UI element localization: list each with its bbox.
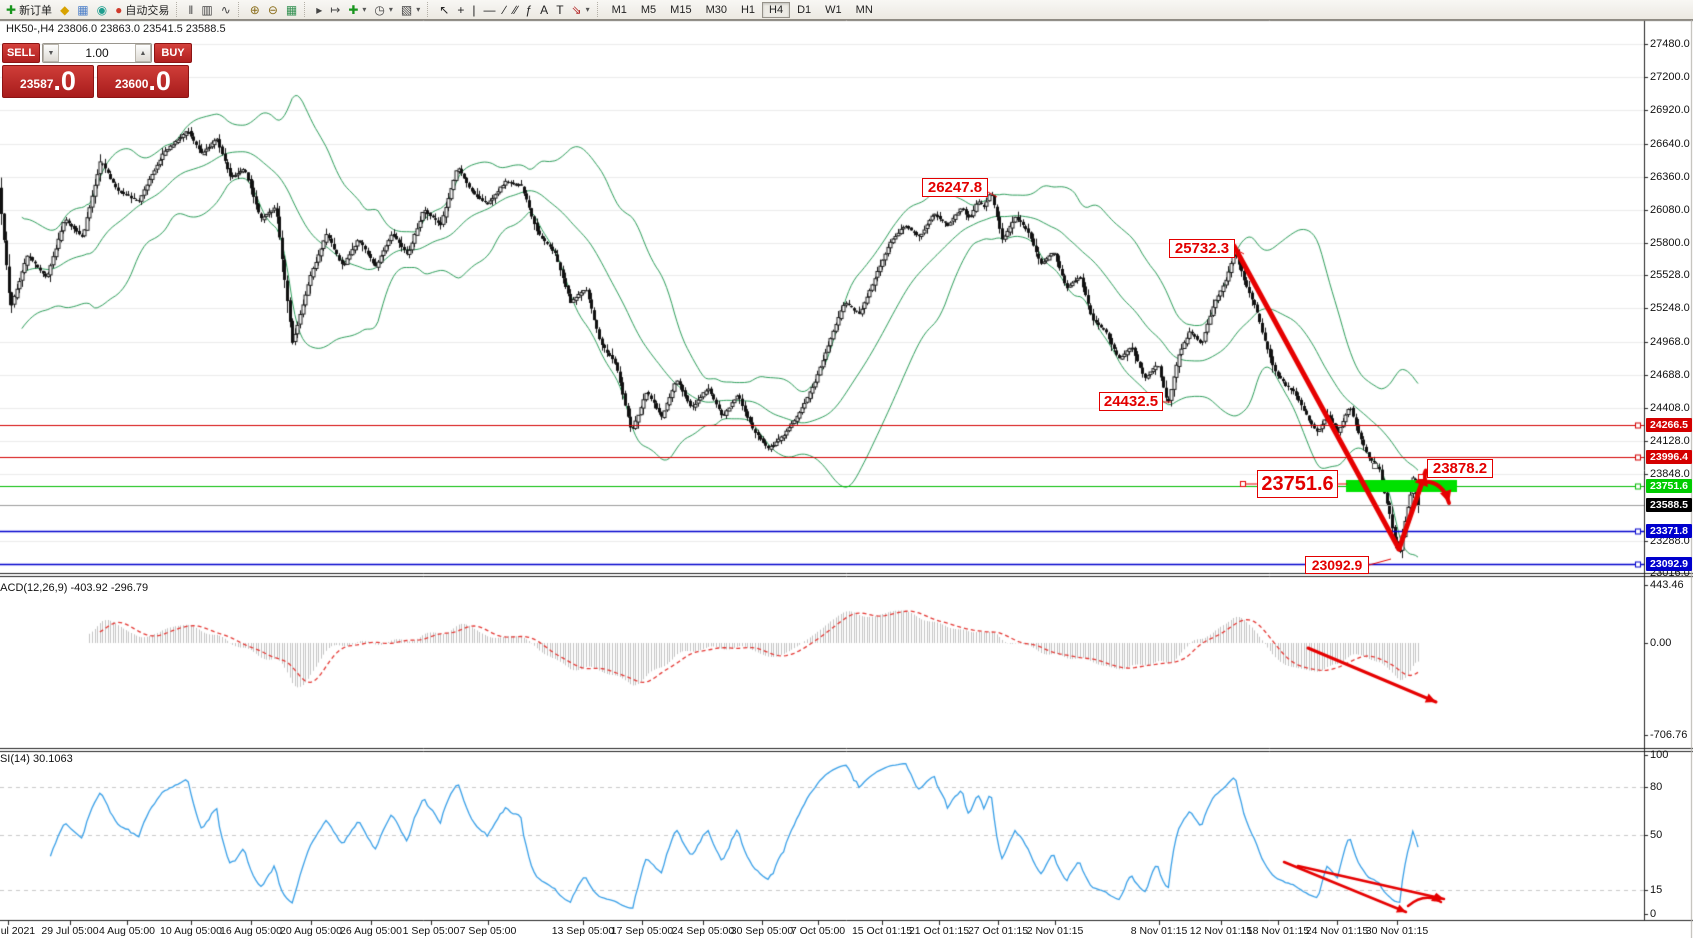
timeframe-m30[interactable]: M30 — [705, 3, 727, 16]
line-chart-icon: ∿ — [220, 2, 231, 17]
buy-button[interactable]: BUY — [154, 43, 192, 63]
chevron-down-icon: ▾ — [388, 5, 393, 14]
toolbar-separator — [176, 2, 181, 17]
price-annotation[interactable]: 23751.6 — [1257, 470, 1338, 498]
indicators-button[interactable]: ✚ ▾ — [344, 1, 370, 18]
sell-price[interactable]: 23587.0 — [2, 65, 94, 98]
horizontal-line-button[interactable]: — — [479, 1, 499, 18]
volume-increase-button[interactable]: ▲ — [135, 44, 151, 62]
price-annotation[interactable]: 26247.8 — [922, 178, 988, 197]
crosshair-icon: + — [457, 2, 465, 17]
templates-button[interactable]: ▧ ▾ — [397, 1, 424, 18]
signals-button[interactable]: ◉ — [93, 1, 111, 18]
chart-shift-icon: ↦ — [330, 2, 341, 17]
fibonacci-button[interactable]: ƒ — [521, 1, 536, 18]
candlestick-chart-button[interactable]: ▥ — [197, 1, 216, 18]
fibonacci-icon: ƒ — [525, 2, 533, 17]
new-order-icon: ✚ — [6, 2, 17, 17]
candlestick-chart-icon: ▥ — [201, 2, 213, 17]
price-annotation[interactable]: 25732.3 — [1169, 239, 1235, 258]
templates-icon: ▧ — [400, 2, 413, 17]
timeframe-mn[interactable]: MN — [855, 3, 873, 16]
trendline-button[interactable]: ∕ — [499, 1, 509, 18]
sell-price-frac: .0 — [53, 66, 76, 96]
vertical-line-button[interactable]: | — [468, 1, 479, 18]
auto-trading-button[interactable]: ● 自动交易 — [111, 1, 173, 18]
chevron-down-icon: ▾ — [362, 5, 367, 14]
cursor-icon: ↖ — [439, 2, 450, 17]
volume-value[interactable]: 1.00 — [85, 46, 109, 60]
toolbar-separator — [304, 2, 309, 17]
buy-price-main: 23600 — [115, 77, 149, 91]
one-click-trading-panel: SELL ▼ 1.00 ▲ BUY 23587.0 23600.0 — [2, 43, 192, 98]
volume-decrease-button[interactable]: ▼ — [43, 44, 59, 62]
auto-scroll-icon: ▸ — [316, 2, 323, 17]
cursor-button[interactable]: ↖ — [435, 1, 453, 18]
auto-scroll-button[interactable]: ▸ — [312, 1, 326, 18]
chevron-down-icon: ▾ — [585, 5, 590, 14]
crosshair-button[interactable]: + — [453, 1, 468, 18]
timeframe-d1[interactable]: D1 — [797, 3, 812, 16]
text-label-icon: T — [556, 2, 564, 17]
bar-chart-icon: ‖ — [188, 2, 194, 17]
auto-trading-icon: ● — [115, 2, 123, 17]
zoom-out-icon: ⊖ — [267, 2, 278, 17]
toolbar-separator — [237, 2, 243, 17]
sell-price-main: 23587 — [20, 77, 54, 91]
text-icon: A — [540, 2, 549, 17]
timeframe-m1[interactable]: M1 — [611, 3, 627, 16]
equidistant-channel-icon: ∕∕ — [513, 2, 518, 17]
periods-icon: ◷ — [374, 2, 385, 17]
zoom-in-button[interactable]: ⊕ — [246, 1, 264, 18]
text-button[interactable]: A — [536, 1, 552, 18]
periods-button[interactable]: ◷ ▾ — [370, 1, 397, 18]
equidistant-channel-button[interactable]: ∕∕ — [509, 1, 521, 18]
vertical-line-icon: | — [472, 2, 476, 17]
market-watch-icon: ◆ — [60, 2, 70, 17]
zoom-in-icon: ⊕ — [249, 2, 260, 17]
auto-trading-label: 自动交易 — [125, 4, 170, 17]
price-annotation[interactable]: 23878.2 — [1427, 459, 1493, 478]
arrows-button[interactable]: ⇘ ▾ — [568, 1, 594, 18]
chart-ohlc-header: HK50-,H4 23806.0 23863.0 23541.5 23588.5 — [6, 23, 226, 35]
price-annotation[interactable]: 23092.9 — [1305, 556, 1369, 574]
new-order-button[interactable]: ✚ 新订单 — [2, 1, 56, 18]
indicators-icon: ✚ — [348, 2, 359, 17]
tile-windows-icon: ▦ — [285, 2, 298, 17]
line-chart-button[interactable]: ∿ — [217, 1, 235, 18]
timeframe-w1[interactable]: W1 — [825, 3, 842, 16]
timeframe-h4[interactable]: H4 — [762, 1, 791, 18]
chart-shift-button[interactable]: ↦ — [326, 1, 344, 18]
toolbar-separator — [596, 2, 602, 17]
timeframe-m5[interactable]: M5 — [640, 3, 657, 16]
toolbar-separator — [427, 2, 432, 17]
buy-price[interactable]: 23600.0 — [97, 65, 189, 98]
new-order-label: 新订单 — [19, 4, 53, 17]
buy-price-frac: .0 — [148, 66, 171, 96]
text-label-button[interactable]: T — [552, 1, 567, 18]
volume-stepper: ▼ 1.00 ▲ — [42, 43, 152, 63]
timeframe-h1[interactable]: H1 — [740, 3, 756, 16]
zoom-out-button[interactable]: ⊖ — [264, 1, 282, 18]
data-window-icon: ▦ — [77, 2, 89, 17]
horizontal-line-icon: — — [483, 2, 496, 17]
main-toolbar: ✚ 新订单 ◆ ▦ ◉ ● 自动交易 ‖ ▥ ∿ ⊕ ⊖ ▦ ▸ ↦ ✚ ▾ ◷ ▾ ▧ ▾ ↖ + | — ∕ ∕∕ ƒ A T ⇘ ▾ M1… — [0, 0, 1693, 20]
trendline-icon: ∕ — [503, 2, 506, 17]
market-watch-button[interactable]: ◆ — [56, 1, 73, 18]
chevron-down-icon: ▾ — [416, 5, 421, 14]
timeframe-m15[interactable]: M15 — [670, 3, 692, 16]
data-window-button[interactable]: ▦ — [73, 1, 92, 18]
sell-button[interactable]: SELL — [2, 43, 40, 63]
arrows-icon: ⇘ — [571, 2, 582, 17]
bar-chart-button[interactable]: ‖ — [184, 1, 197, 18]
signals-icon: ◉ — [96, 2, 108, 17]
price-annotation[interactable]: 24432.5 — [1099, 392, 1163, 411]
tile-windows-button[interactable]: ▦ — [282, 1, 301, 18]
